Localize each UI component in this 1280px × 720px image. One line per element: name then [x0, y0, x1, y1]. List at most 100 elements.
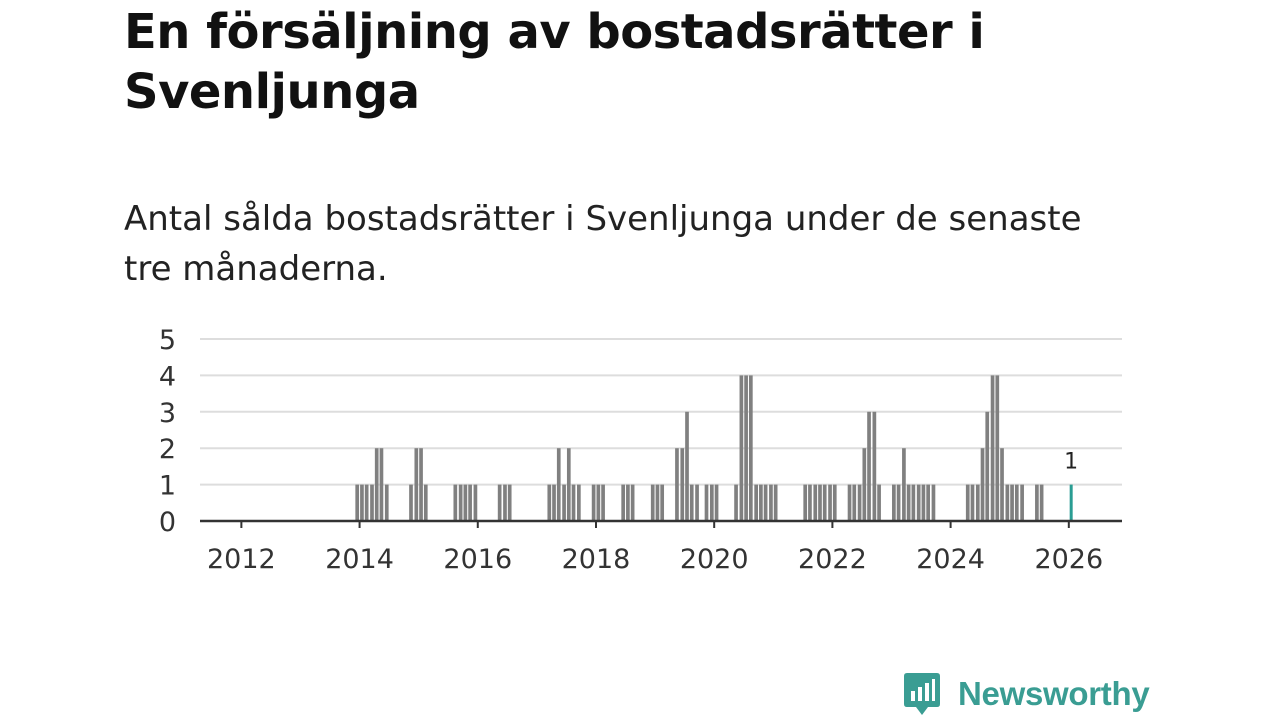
bar-33	[655, 484, 660, 521]
bar-27	[596, 484, 601, 521]
bar-36	[680, 448, 685, 521]
bar-70	[911, 484, 916, 521]
x-tick-label-2026: 2026	[1034, 544, 1103, 575]
bar-2	[364, 484, 369, 521]
bar-46	[748, 375, 753, 521]
bars	[200, 375, 1122, 523]
bar-15	[473, 484, 478, 521]
x-tick-label-2022: 2022	[798, 544, 867, 575]
bar-24	[571, 484, 576, 521]
bar-45	[744, 375, 748, 521]
bar-48	[759, 484, 763, 521]
y-tick-label-5: 5	[159, 325, 176, 356]
bar-12	[458, 484, 463, 521]
bar-87	[1035, 484, 1039, 521]
bar-21	[556, 448, 561, 521]
bar-54	[813, 484, 818, 521]
bar-59	[847, 484, 852, 521]
bar-67	[896, 484, 901, 521]
bar-88	[1039, 484, 1044, 521]
data-labels: 1	[1064, 450, 1078, 475]
chart-title: En försäljning av bostadsrätter i Svenlj…	[124, 4, 985, 120]
bar-65	[877, 484, 881, 521]
bar-32	[650, 484, 655, 521]
bar-22	[562, 484, 566, 521]
bar-66	[892, 484, 896, 521]
bar-85	[1014, 484, 1019, 521]
bar-1	[360, 484, 364, 521]
y-tick-label-3: 3	[159, 398, 176, 429]
bar-74	[931, 484, 936, 521]
bar-38	[689, 484, 694, 521]
bar-76	[970, 484, 975, 521]
bar-5	[379, 448, 384, 521]
y-tick-label-1: 1	[159, 471, 176, 502]
bar-60	[852, 484, 857, 521]
bar-39	[695, 484, 699, 521]
y-tick-label-0: 0	[159, 507, 176, 538]
bar-7	[409, 484, 413, 521]
x-tick-label-2020: 2020	[680, 544, 749, 575]
bar-17	[503, 484, 507, 521]
bar-34	[660, 484, 665, 521]
x-axis-ticks: 2012 2014 2016 2018 2020 2022 2024 2026	[207, 521, 1103, 575]
bar-47	[754, 484, 759, 521]
bar-14	[468, 484, 472, 521]
bar-50	[769, 484, 773, 521]
newsworthy-logo-text: Newsworthy	[958, 675, 1150, 712]
bar-20	[552, 484, 556, 521]
bar-63	[867, 411, 871, 521]
bar-53	[808, 484, 812, 521]
bar-8	[414, 448, 419, 521]
bar-81	[995, 375, 1000, 521]
bar-57	[828, 484, 832, 521]
bar-52	[803, 484, 808, 521]
x-tick-label-2016: 2016	[443, 544, 512, 575]
data-label-1-0: 1	[1064, 450, 1078, 475]
bar-30	[626, 484, 630, 521]
bar-71	[916, 484, 921, 521]
bar-31	[630, 484, 635, 521]
bar-86	[1020, 484, 1024, 521]
bar-3	[370, 484, 374, 521]
bar-49	[763, 484, 768, 521]
bar-43	[734, 484, 738, 521]
bar-75	[965, 484, 970, 521]
x-tick-label-2012: 2012	[207, 544, 276, 575]
bar-68	[902, 448, 906, 521]
bar-61	[857, 484, 862, 521]
bar-73	[926, 484, 930, 521]
bar-16	[497, 484, 502, 521]
bar-83	[1005, 484, 1010, 521]
newsworthy-logo: Newsworthy	[902, 670, 1150, 718]
bar-28	[601, 484, 605, 521]
bar-84	[1010, 484, 1014, 521]
highlight-bar	[1069, 484, 1073, 521]
bar-80	[990, 375, 995, 521]
bar-41	[709, 484, 714, 521]
bar-4	[374, 448, 379, 521]
bar-56	[822, 484, 827, 521]
bar-42	[714, 484, 719, 521]
bar-26	[591, 484, 596, 521]
bar-64	[872, 411, 877, 521]
bar-78	[980, 448, 985, 521]
y-tick-label-2: 2	[159, 434, 176, 465]
bar-25	[577, 484, 581, 521]
bar-72	[921, 484, 926, 521]
x-tick-label-2018: 2018	[562, 544, 631, 575]
bar-0	[355, 484, 360, 521]
bar-18	[507, 484, 512, 521]
bar-40	[704, 484, 709, 521]
bar-29	[621, 484, 626, 521]
bar-51	[773, 484, 778, 521]
bar-44	[739, 375, 744, 521]
newsworthy-logo-icon	[904, 673, 940, 715]
bar-10	[423, 484, 428, 521]
y-tick-label-4: 4	[159, 361, 176, 392]
bar-11	[453, 484, 458, 521]
bar-77	[975, 484, 980, 521]
bar-13	[463, 484, 468, 521]
bar-23	[566, 448, 571, 521]
bar-62	[862, 448, 867, 521]
